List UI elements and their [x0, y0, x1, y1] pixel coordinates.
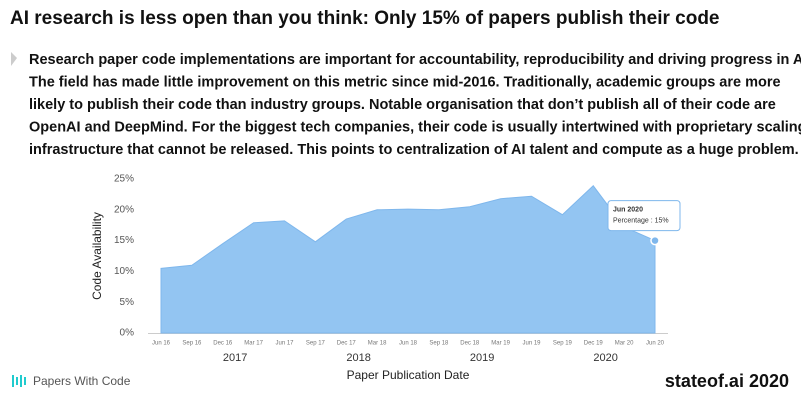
y-tick-label: 20%: [114, 204, 134, 215]
x-tick-label: Sep 18: [429, 341, 449, 347]
x-tick-label: Sep 17: [306, 341, 326, 347]
brand: stateof.ai 2020: [665, 371, 789, 391]
y-tick-label: 15%: [114, 235, 134, 246]
tooltip-text: Percentage : 15%: [613, 217, 669, 224]
source: Papers With Code: [33, 374, 131, 388]
y-tick-label: 5%: [120, 297, 135, 308]
x-tick-label: Jun 17: [275, 341, 294, 347]
body-line: Research paper code implementations are …: [29, 52, 801, 68]
body-line: likely to publish their code than indust…: [29, 97, 776, 113]
x-tick-label: Dec 19: [584, 341, 604, 347]
body-line: The field has made little improvement on…: [29, 74, 781, 90]
year-label: 2020: [593, 352, 617, 364]
x-tick-label: Sep 19: [553, 341, 573, 347]
x-tick-label: Mar 18: [368, 341, 387, 347]
tooltip: [607, 200, 681, 232]
point-marker: [650, 235, 660, 246]
x-tick-label: Mar 17: [244, 341, 263, 347]
x-tick-label: Mar 20: [615, 341, 634, 347]
year-label: 2018: [346, 352, 370, 364]
x-tick-label: Jun 20: [646, 341, 665, 347]
year-label: 2017: [223, 352, 247, 364]
y-tick-label: 25%: [114, 174, 134, 185]
body-text: Research paper code implementations are …: [29, 52, 801, 158]
tooltip-title: Jun 2020: [613, 206, 643, 213]
x-tick-label: Dec 16: [213, 341, 233, 347]
y-tick-label: 10%: [114, 266, 134, 277]
x-tick-label: Jun 19: [522, 341, 541, 347]
logo: [12, 375, 26, 387]
area: [160, 185, 656, 334]
body-line: OpenAI and DeepMind. For the biggest tec…: [29, 120, 801, 136]
body-line: infrastructure that cannot be released. …: [29, 142, 799, 158]
y-tick-label: 0%: [120, 328, 135, 339]
bullet: [11, 52, 17, 66]
slide-title: AI research is less open than you think:…: [10, 8, 720, 29]
x-tick-label: Jun 16: [152, 341, 171, 347]
year-label: 2019: [470, 352, 494, 364]
x-tick-label: Mar 19: [491, 341, 510, 347]
x-tick-label: Sep 16: [182, 341, 202, 347]
x-axis-title: Paper Publication Date: [347, 368, 470, 382]
x-tick-label: Dec 18: [460, 341, 480, 347]
x-tick-label: Jun 18: [399, 341, 418, 347]
y-axis-title: Code Availability: [90, 212, 104, 300]
x-tick-label: Dec 17: [337, 341, 357, 347]
